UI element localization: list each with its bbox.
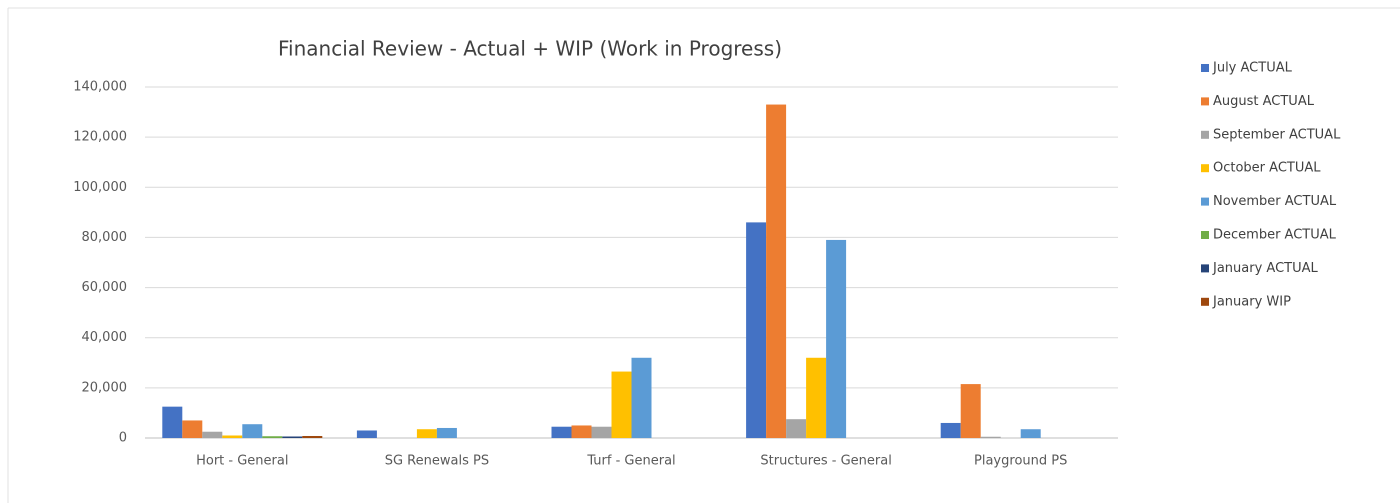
- legend-label: January ACTUAL: [1212, 261, 1319, 276]
- y-tick-label: 140,000: [73, 80, 127, 95]
- bar: [182, 420, 203, 438]
- bar: [940, 422, 961, 438]
- y-tick-label: 20,000: [82, 380, 128, 395]
- legend-swatch: [1201, 231, 1209, 239]
- legend-label: July ACTUAL: [1212, 61, 1293, 76]
- x-tick-label: Hort - General: [196, 454, 288, 469]
- y-tick-label: 80,000: [82, 230, 128, 245]
- y-tick-label: 40,000: [82, 330, 128, 345]
- bar: [591, 426, 612, 438]
- bar: [571, 425, 592, 438]
- legend-label: November ACTUAL: [1213, 194, 1337, 209]
- bar: [611, 371, 632, 438]
- legend-label: January WIP: [1212, 294, 1291, 309]
- bar: [282, 436, 303, 438]
- legend-swatch: [1201, 297, 1209, 306]
- x-tick-label: Playground PS: [974, 454, 1067, 469]
- x-tick-label: SG Renewals PS: [385, 454, 489, 469]
- bar: [436, 427, 457, 438]
- legend-label: August ACTUAL: [1213, 94, 1315, 109]
- bar: [262, 436, 283, 438]
- bar: [356, 430, 377, 438]
- bar: [631, 357, 652, 438]
- chart-title: Financial Review - Actual + WIP (Work in…: [278, 37, 782, 61]
- y-tick-label: 120,000: [73, 130, 127, 145]
- legend-label: December ACTUAL: [1213, 228, 1337, 243]
- legend-swatch: [1201, 64, 1209, 72]
- legend-swatch: [1201, 130, 1209, 139]
- bar: [202, 431, 223, 438]
- bar: [746, 222, 767, 438]
- y-tick-label: 60,000: [82, 280, 128, 295]
- bar: [302, 435, 323, 438]
- bar: [980, 436, 1001, 438]
- bar: [1020, 429, 1041, 438]
- bar: [162, 406, 183, 438]
- bar: [786, 419, 807, 438]
- x-tick-label: Turf - General: [586, 454, 675, 469]
- bar: [416, 429, 437, 438]
- legend-swatch: [1201, 164, 1209, 173]
- legend-swatch: [1201, 197, 1209, 206]
- bar: [766, 104, 787, 439]
- legend: July ACTUAL August ACTUAL September ACTUAL…: [1201, 61, 1341, 309]
- legend-label: October ACTUAL: [1213, 161, 1321, 176]
- y-tick-label: 0: [119, 431, 127, 446]
- bar: [242, 424, 263, 438]
- bar: [222, 435, 243, 438]
- legend-swatch: [1201, 264, 1209, 273]
- bar: [806, 357, 827, 438]
- bar: [551, 426, 572, 438]
- x-tick-label: Structures - General: [760, 454, 891, 469]
- y-tick-label: 100,000: [73, 180, 127, 195]
- bar: [960, 384, 981, 438]
- legend-swatch: [1201, 97, 1209, 106]
- legend-label: September ACTUAL: [1213, 127, 1341, 142]
- bar: [826, 239, 847, 438]
